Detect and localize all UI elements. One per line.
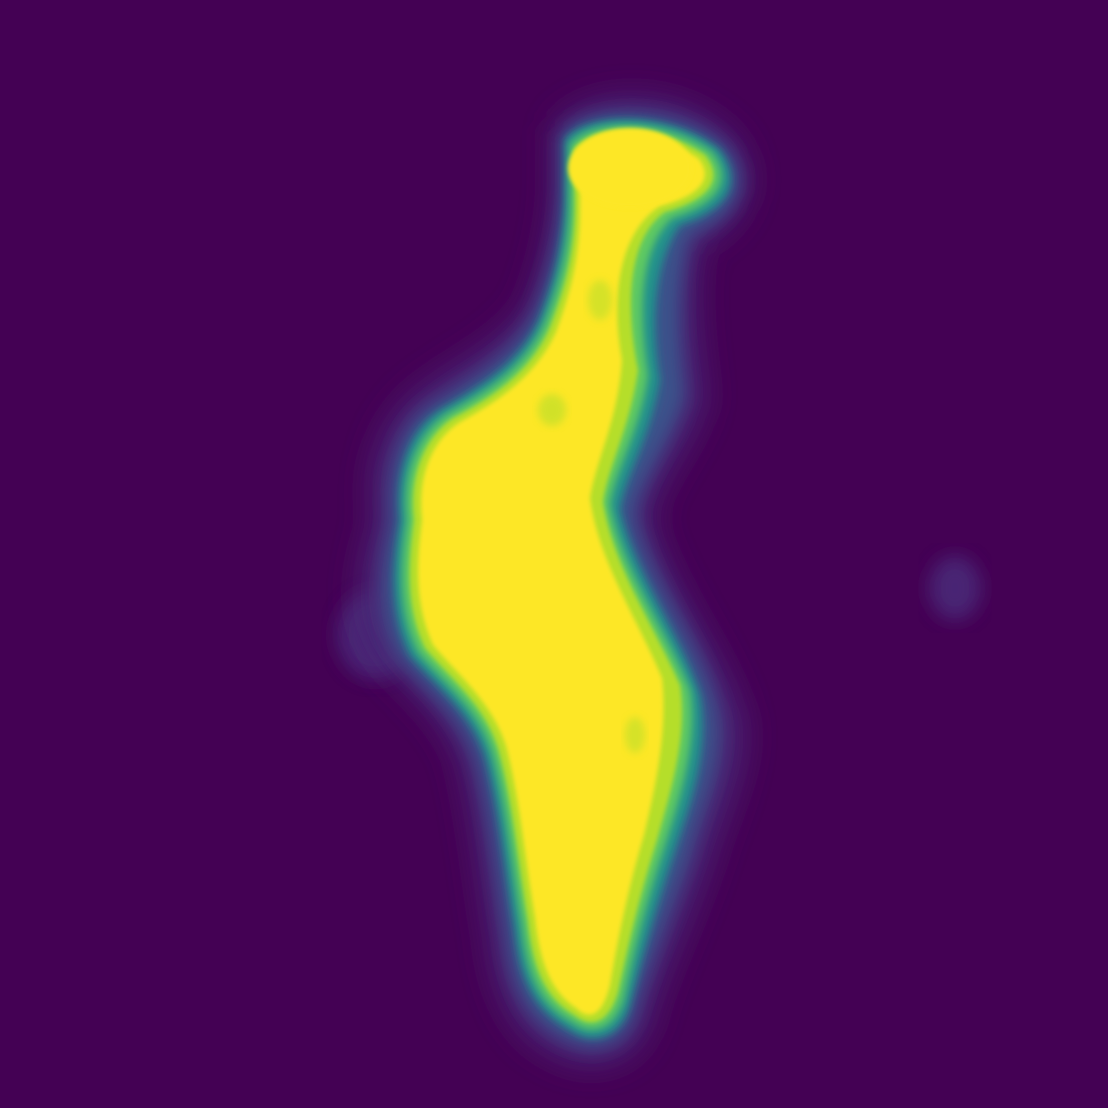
inner-patch-1 <box>538 394 566 426</box>
right-speck <box>929 556 981 620</box>
main-blob-core <box>418 137 705 1015</box>
inner-patch-2 <box>588 280 612 320</box>
inner-patch-3 <box>625 717 645 753</box>
head-lobe <box>568 128 692 208</box>
